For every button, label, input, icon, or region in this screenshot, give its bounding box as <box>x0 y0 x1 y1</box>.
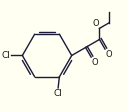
Text: Cl: Cl <box>2 51 11 60</box>
Text: O: O <box>92 58 98 67</box>
Text: Cl: Cl <box>54 89 63 98</box>
Text: O: O <box>106 50 112 59</box>
Text: O: O <box>92 19 99 28</box>
